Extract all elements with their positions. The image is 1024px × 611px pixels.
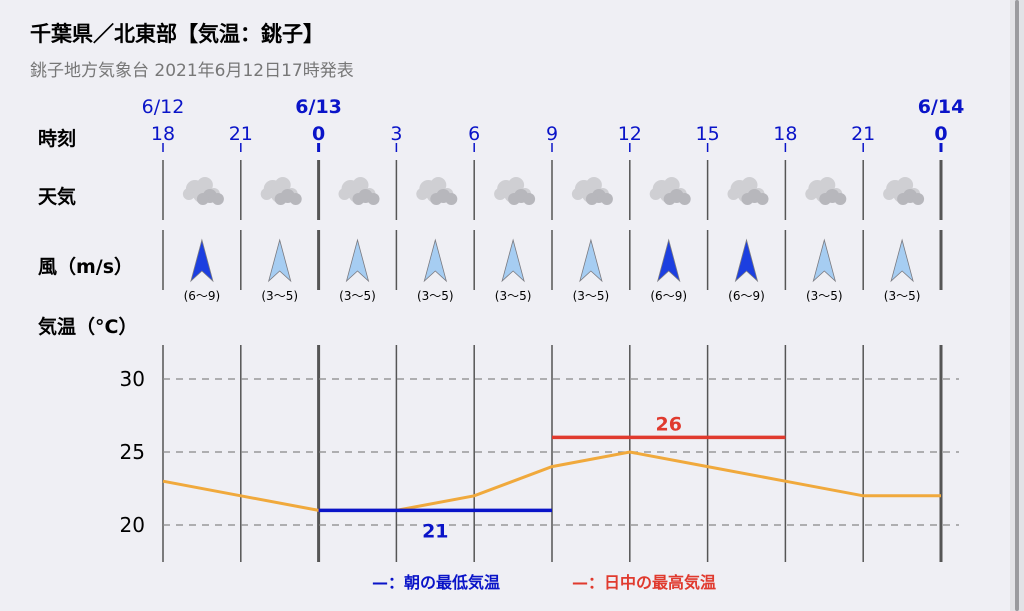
- wind-arrow-icon: [501, 238, 525, 283]
- wind-range-label: (3〜5): [884, 289, 921, 303]
- cloud-icon: [883, 177, 925, 205]
- cloud-icon: [571, 177, 613, 205]
- legend-max-label: —：日中の最高気温: [572, 573, 716, 592]
- time-row-label: 時刻: [38, 127, 76, 150]
- wind-arrow-icon: [890, 238, 914, 283]
- date-label: 6/12: [142, 96, 185, 118]
- wind-range-label: (6〜9): [728, 289, 765, 303]
- legend-min-label: —：朝の最低気温: [372, 573, 500, 592]
- wind-arrow-icon: [345, 238, 370, 283]
- date-label: 6/14: [918, 96, 965, 118]
- wind-range-label: (3〜5): [417, 289, 454, 303]
- page-title: 千葉県／北東部【気温：銚子】: [30, 22, 324, 46]
- temperature-line: [162, 450, 941, 512]
- hour-label: 21: [851, 123, 875, 145]
- cloud-icon: [649, 177, 691, 205]
- cloud-icon: [494, 177, 536, 205]
- cloud-icon: [727, 177, 769, 205]
- cloud-icon: [338, 177, 380, 205]
- y-tick-label: 20: [120, 513, 145, 537]
- wind-arrow-icon: [656, 238, 681, 283]
- hour-label: 12: [618, 123, 642, 145]
- wind-range-label: (3〜5): [495, 289, 532, 303]
- temp-row-label: 気温（°C）: [38, 315, 137, 338]
- wind-arrow-icon: [812, 238, 837, 283]
- wind-range-label: (3〜5): [261, 289, 298, 303]
- wind-arrow-icon: [190, 238, 214, 283]
- hour-label: 0: [312, 123, 325, 145]
- hour-label: 9: [546, 123, 558, 145]
- cloud-icon: [416, 177, 458, 205]
- hour-label: 3: [390, 123, 402, 145]
- wind-arrow-icon: [579, 238, 603, 283]
- scrollbar-thumb[interactable]: [1015, 0, 1019, 611]
- wind-range-label: (6〜9): [184, 289, 221, 303]
- hour-label: 0: [934, 123, 947, 145]
- wind-arrow-icon: [423, 238, 448, 283]
- y-tick-label: 30: [120, 367, 145, 391]
- wind-arrow-icon: [734, 238, 759, 283]
- wind-range-label: (3〜5): [573, 289, 610, 303]
- hour-label: 15: [696, 123, 720, 145]
- date-label: 6/13: [295, 96, 342, 118]
- cloud-icon: [805, 177, 847, 205]
- issuer-subtitle: 銚子地方気象台 2021年6月12日17時発表: [30, 61, 354, 81]
- cloud-icon: [182, 177, 224, 205]
- hour-label: 21: [229, 123, 253, 145]
- cloud-icon: [260, 177, 302, 205]
- scrollbar[interactable]: [1010, 0, 1024, 611]
- wind-range-label: (6〜9): [650, 289, 687, 303]
- min-temp-label: 21: [422, 520, 448, 542]
- wind-range-label: (3〜5): [339, 289, 376, 303]
- hour-label: 6: [468, 123, 480, 145]
- wind-range-label: (3〜5): [806, 289, 843, 303]
- hour-label: 18: [151, 123, 175, 145]
- hour-label: 18: [773, 123, 797, 145]
- y-tick-label: 25: [120, 440, 145, 464]
- max-temp-label: 26: [655, 413, 681, 435]
- wind-row-label: 風（m/s）: [38, 255, 133, 278]
- weather-row-label: 天気: [38, 185, 76, 208]
- wind-arrow-icon: [267, 238, 292, 283]
